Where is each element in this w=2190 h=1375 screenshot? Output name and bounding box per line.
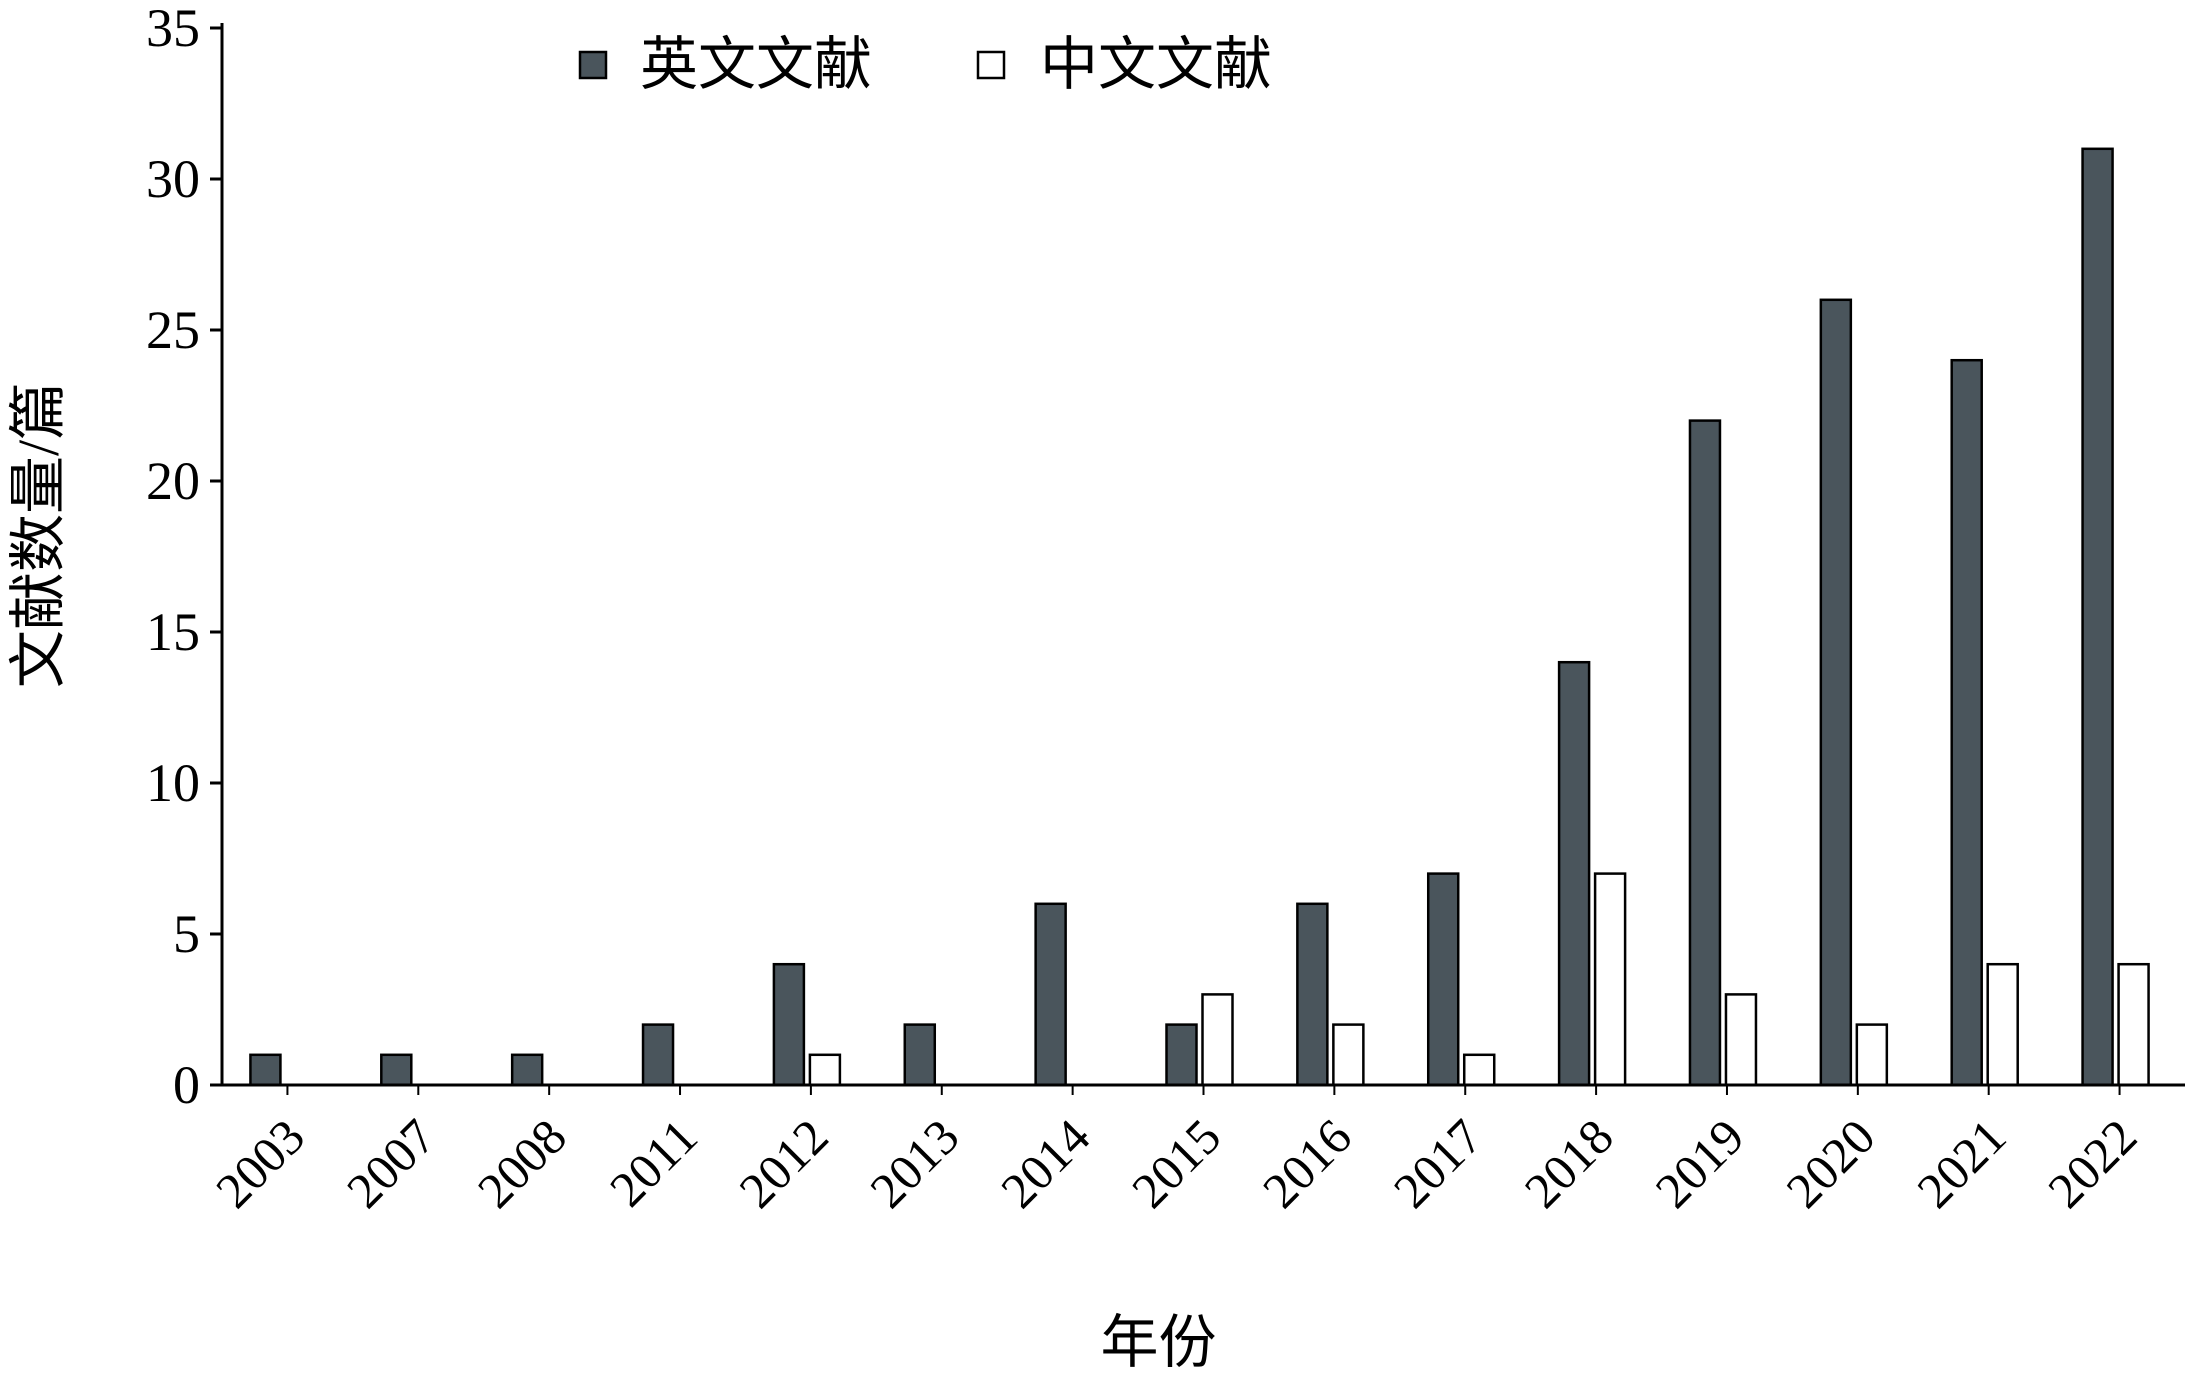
x-tick-label: 2022 [2037, 1108, 2147, 1218]
x-tick-label: 2018 [1514, 1108, 1624, 1218]
bar-chinese-2020 [1855, 1023, 1889, 1087]
y-tick-label: 20 [146, 451, 200, 511]
y-axis-title: 文献数量/篇 [6, 382, 71, 688]
y-tick-label: 15 [146, 602, 200, 662]
bar-english-2018 [1557, 660, 1591, 1087]
bar-english-2007 [380, 1053, 413, 1087]
bar-english-2013 [903, 1023, 937, 1087]
bar-chinese-2015 [1201, 993, 1234, 1087]
bars-layer [249, 147, 2150, 1087]
y-tick-label: 0 [173, 1055, 200, 1115]
legend-label-english: 英文文献 [640, 32, 872, 97]
bar-english-2015 [1165, 1023, 1198, 1087]
y-tick-label: 35 [146, 0, 200, 58]
bar-chinese-2012 [808, 1053, 842, 1087]
legend-label-chinese: 中文文献 [1040, 32, 1272, 97]
bar-chinese-2017 [1462, 1053, 1496, 1087]
x-tick-label: 2019 [1644, 1108, 1754, 1218]
bar-english-2011 [641, 1023, 675, 1087]
bar-english-2008 [510, 1053, 544, 1087]
x-tick-label: 2008 [467, 1108, 577, 1218]
x-ticks: 2003 2007 2008 2011 2012 2013 2014 2015 2016 2017… [205, 1085, 2147, 1218]
x-tick-label: 2016 [1252, 1108, 1362, 1218]
bar-chinese-2021 [1986, 962, 2019, 1087]
bar-chinese-2022 [2117, 962, 2150, 1087]
bar-chinese-2018 [1593, 872, 1627, 1087]
x-tick-label: 2007 [336, 1108, 446, 1218]
legend-swatch-chinese [976, 50, 1006, 80]
x-tick-label: 2012 [728, 1108, 838, 1218]
bar-english-2012 [772, 962, 806, 1087]
x-tick-label: 2020 [1775, 1108, 1885, 1218]
y-tick-label: 10 [146, 753, 200, 813]
bar-english-2019 [1688, 419, 1722, 1087]
legend: 英文文献 中文文献 [578, 32, 1272, 97]
bar-english-2022 [2081, 147, 2114, 1087]
x-tick-label: 2014 [990, 1108, 1100, 1218]
bar-english-2016 [1296, 902, 1329, 1087]
x-tick-label: 2003 [205, 1108, 315, 1218]
y-tick-label: 5 [173, 904, 200, 964]
x-tick-label: 2011 [599, 1108, 708, 1217]
y-ticks: 0 5 10 15 20 25 30 35 [146, 0, 222, 1115]
x-tick-label: 2017 [1383, 1108, 1493, 1218]
bar-chinese-2019 [1724, 993, 1758, 1087]
bar-english-2021 [1950, 358, 1983, 1087]
bar-english-2003 [249, 1053, 282, 1087]
legend-swatch-english [578, 50, 608, 80]
x-tick-label: 2021 [1906, 1108, 2016, 1218]
x-axis-title: 年份 [1100, 1310, 1216, 1375]
bar-english-2017 [1426, 872, 1460, 1087]
x-tick-label: 2015 [1121, 1108, 1231, 1218]
bar-english-2014 [1034, 902, 1067, 1087]
x-tick-label: 2013 [859, 1108, 969, 1218]
bar-english-2020 [1819, 298, 1853, 1087]
bar-chinese-2016 [1332, 1023, 1365, 1087]
y-tick-label: 25 [146, 300, 200, 360]
y-tick-label: 30 [146, 149, 200, 209]
